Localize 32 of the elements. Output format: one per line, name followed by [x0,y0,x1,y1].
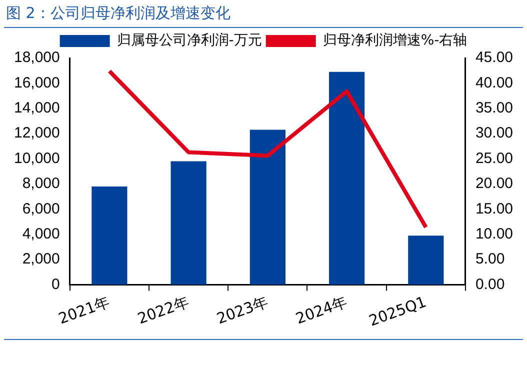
legend-label: 归母净利润增速%-右轴 [322,32,468,49]
y2-tick-label: 45.00 [475,49,514,66]
bar [408,236,444,285]
y2-tick-label: 20.00 [475,175,514,192]
x-tick-label: 2023年 [214,292,270,328]
y-tick-label: 18,000 [14,49,60,66]
y-tick-label: 12,000 [14,124,60,142]
y2-tick-label: 30.00 [475,124,514,142]
y-tick-label: 2,000 [22,250,60,268]
x-tick-label: 2021年 [56,292,112,328]
bar [170,161,206,285]
y2-tick-label: 25.00 [475,150,514,167]
y2-tick-label: 40.00 [475,74,514,92]
y2-tick-label: 5.00 [475,250,505,268]
x-tick-label: 2024年 [293,292,350,328]
chart-title: 图 2：公司归母净利润及增速变化 [6,4,230,23]
y-tick-label: 16,000 [14,74,60,92]
y2-tick-label: 35.00 [475,100,514,117]
y-tick-label: 4,000 [22,225,60,242]
y-tick-label: 14,000 [14,100,60,117]
legend-label: 归属母公司净利润-万元 [116,32,262,49]
x-tick-label: 2022年 [135,292,192,328]
y-tick-label: 8,000 [22,175,60,192]
y2-tick-label: 15.00 [475,200,514,218]
y2-tick-label: 10.00 [475,225,514,242]
bar [250,130,286,285]
y-tick-label: 10,000 [14,150,60,167]
y-tick-label: 0 [52,276,60,293]
bar [92,186,128,285]
y-tick-label: 6,000 [22,200,60,218]
y2-tick-label: 0.00 [475,276,505,293]
bar [328,72,365,285]
